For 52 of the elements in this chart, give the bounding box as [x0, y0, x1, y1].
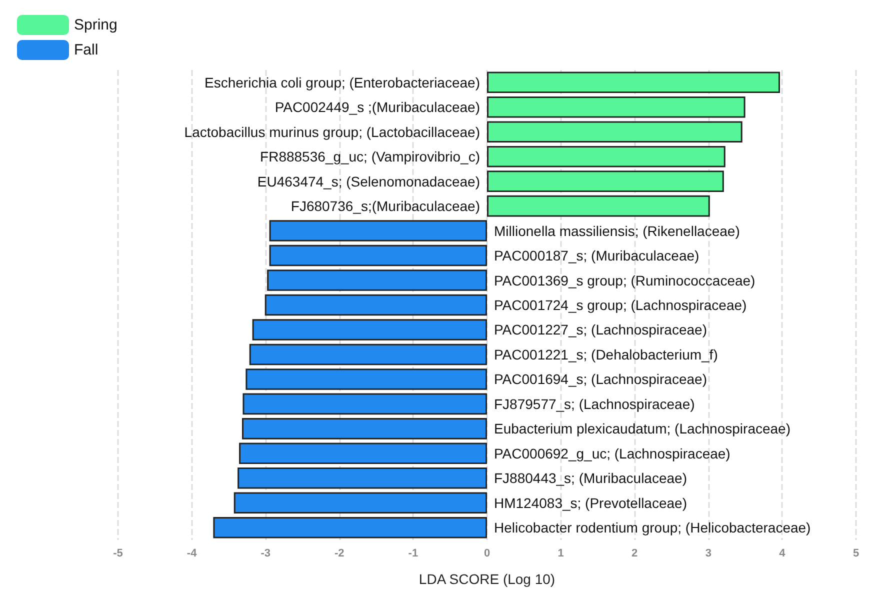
y-tick-label: PAC001369_s group; (Ruminococcaceae) — [494, 272, 756, 288]
bar — [249, 344, 487, 366]
bar — [264, 294, 487, 316]
x-tick-label: 2 — [632, 548, 638, 560]
x-tick-label: 5 — [852, 548, 860, 560]
bar — [252, 319, 487, 340]
x-tick-label: 0 — [484, 548, 490, 560]
legend-label: Fall — [74, 42, 98, 58]
bar — [269, 220, 487, 242]
bar — [238, 468, 487, 489]
bar — [234, 492, 487, 514]
bar — [487, 170, 724, 192]
x-axis-title: LDA SCORE (Log 10) — [418, 571, 556, 587]
x-tick-label: -4 — [186, 548, 198, 560]
bar — [269, 244, 487, 266]
y-tick-label: Eubacterium plexicaudatum; (Lachnospiraceae) — [494, 420, 790, 437]
y-tick-label: EU463474_s; (Selenomonadaceae) — [257, 173, 480, 190]
y-tick-label: PAC001724_s group; (Lachnospiraceae) — [494, 297, 747, 313]
x-tick-label: 1 — [558, 548, 564, 560]
bar — [239, 442, 487, 464]
bar — [246, 368, 487, 390]
bar — [487, 146, 726, 168]
bar — [487, 121, 742, 142]
bar — [487, 96, 746, 118]
y-tick-label: PAC001227_s; (Lachnospiraceae) — [494, 322, 707, 338]
y-tick-label: PAC000187_s; (Muribaculaceae) — [494, 248, 700, 264]
bar — [487, 72, 780, 94]
x-tick-label: 4 — [779, 548, 786, 560]
x-tick-label: 3 — [705, 548, 712, 560]
x-tick-label: -3 — [260, 548, 270, 560]
bar — [242, 418, 487, 440]
y-tick-label: HM124083_s; (Prevotellaceae) — [494, 494, 687, 511]
bar — [267, 270, 487, 291]
bar — [213, 516, 487, 538]
y-tick-label: Escherichia coli group; (Enterobacteriaceae) — [204, 74, 480, 90]
y-tick-label: Millionella massiliensis; (Rikenellaceae) — [494, 222, 740, 239]
y-tick-label: PAC001221_s; (Dehalobacterium_f) — [494, 346, 718, 362]
bar — [242, 393, 487, 415]
y-tick-label: PAC001694_s; (Lachnospiraceae) — [494, 371, 707, 388]
y-tick-label: Helicobacter rodentium group; (Helicobacteraceae) — [494, 520, 811, 536]
y-tick-label: FR888536_g_uc; (Vampirovibrio_c) — [260, 148, 480, 165]
x-tick-label: -1 — [408, 548, 418, 560]
y-tick-label: PAC000692_g_uc; (Lachnospiraceae) — [494, 445, 730, 462]
y-tick-label: FJ680736_s;(Muribaculaceae) — [290, 198, 480, 214]
x-tick-label: -5 — [113, 548, 123, 560]
x-tick-label: -2 — [334, 548, 344, 560]
bar — [487, 195, 710, 217]
y-tick-label: FJ880443_s; (Muribaculaceae) — [494, 470, 687, 486]
y-tick-label: Lactobacillus murinus group; (Lactobacillaceae) — [184, 124, 480, 140]
y-tick-label: FJ879577_s; (Lachnospiraceae) — [494, 396, 695, 412]
y-tick-label: PAC002449_s ;(Muribaculaceae) — [274, 99, 480, 116]
legend-label: Spring — [74, 16, 118, 34]
